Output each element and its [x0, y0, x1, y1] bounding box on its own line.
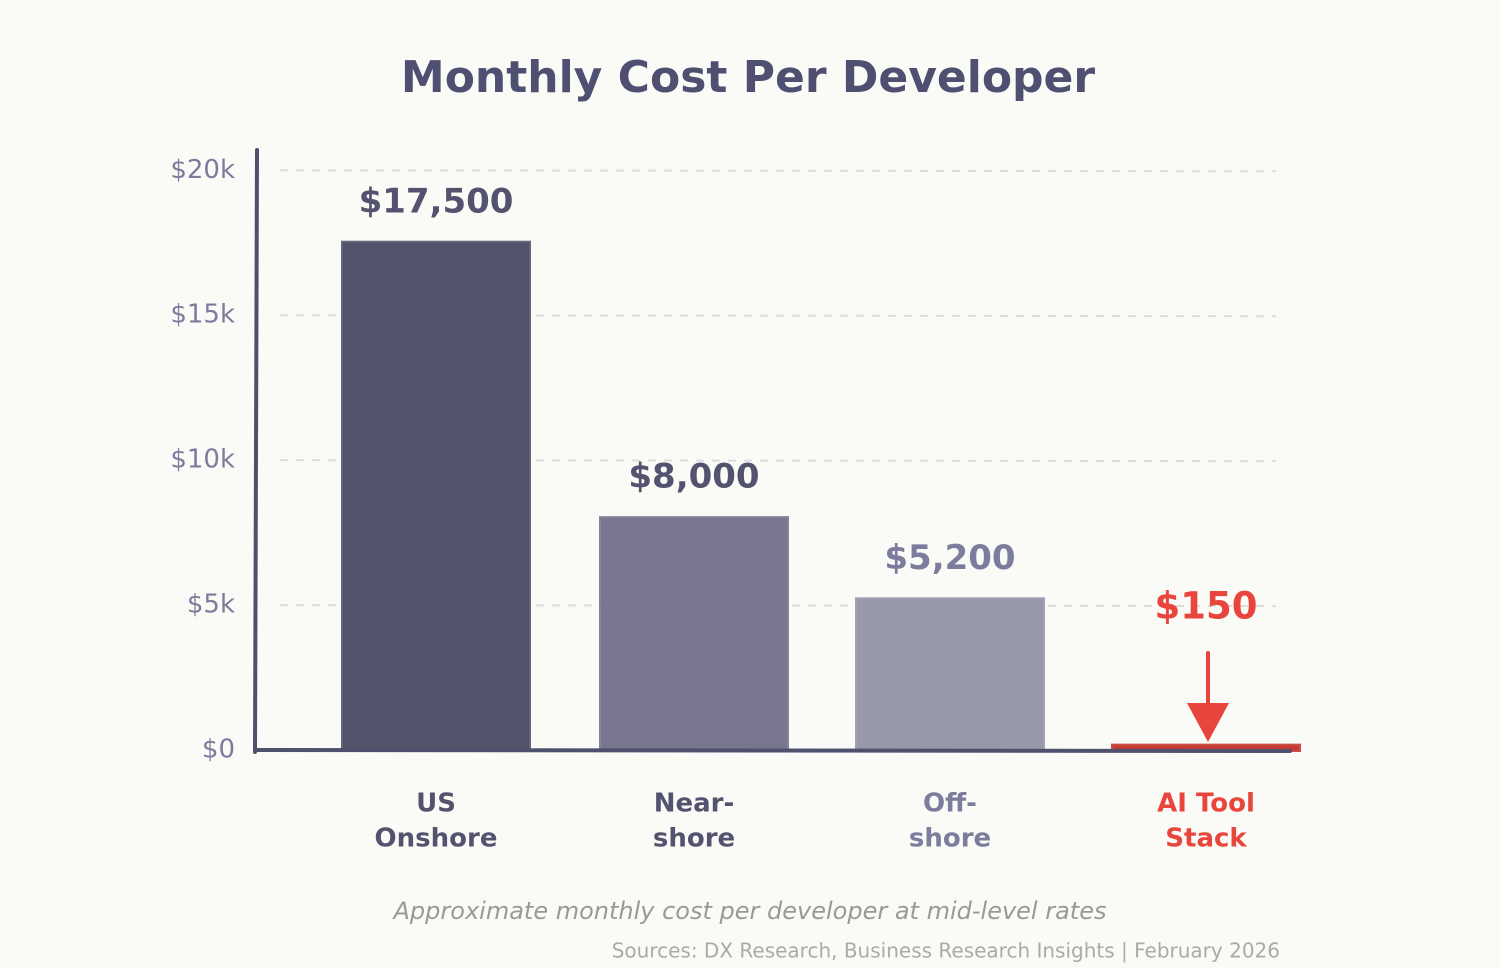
x-tick-label: shore	[653, 824, 735, 854]
arrow-head	[1187, 703, 1229, 742]
x-axis	[253, 748, 1292, 753]
x-tick-label: Off-	[923, 789, 977, 819]
x-tick-label: shore	[909, 824, 991, 854]
chart-source: Sources: DX Research, Business Research …	[612, 939, 1280, 963]
y-axis	[253, 148, 259, 754]
x-tick-label: US	[416, 789, 456, 819]
y-tick-label: $15k	[170, 300, 235, 330]
x-tick-label: Near-	[654, 789, 735, 819]
bar	[341, 240, 531, 752]
value-label: $5,200	[884, 538, 1015, 578]
value-label: $17,500	[359, 181, 514, 221]
chart-title: Monthly Cost Per Developer	[401, 52, 1095, 103]
y-tick-label: $10k	[170, 445, 235, 475]
y-tick-label: $20k	[170, 155, 235, 185]
value-label: $150	[1155, 585, 1258, 628]
x-tick-label: AI Tool	[1157, 789, 1255, 819]
y-tick-label: $5k	[187, 590, 235, 620]
grid-line	[279, 169, 1277, 173]
x-tick-label: Onshore	[375, 824, 498, 854]
value-label: $8,000	[628, 457, 759, 497]
bar	[599, 516, 789, 753]
y-tick-label: $0	[202, 735, 235, 765]
x-tick-label: Stack	[1165, 824, 1247, 854]
bars	[341, 240, 1301, 753]
bar	[855, 597, 1045, 753]
chart-subtitle: Approximate monthly cost per developer a…	[392, 897, 1107, 925]
labels: $0 $5k $10k $15k $20k US Onshore $17,500 Near-sh…	[170, 155, 1257, 854]
